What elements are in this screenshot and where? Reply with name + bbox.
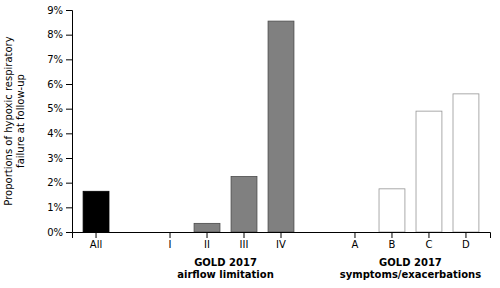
y-tick-mark bbox=[66, 10, 72, 11]
x-tick: II bbox=[204, 232, 210, 250]
y-axis: 0% 1% 2% 3% 4% 5% 6% 7% 8% 9% bbox=[47, 5, 72, 238]
y-tick-label: 1% bbox=[47, 202, 63, 213]
y-tick-label: 4% bbox=[47, 128, 63, 139]
y-tick: 4% bbox=[47, 128, 72, 139]
bar bbox=[231, 177, 257, 233]
y-tick: 5% bbox=[47, 103, 72, 114]
bar bbox=[379, 189, 405, 232]
chart: 0%1%2%3%4%5%6%7%8%9%AllIIIIIIIVABCDPropo… bbox=[0, 0, 500, 288]
x-tick-mark bbox=[281, 232, 282, 238]
y-tick-mark bbox=[66, 109, 72, 110]
y-tick-mark bbox=[66, 183, 72, 184]
bar bbox=[342, 232, 368, 233]
x-tick: All bbox=[90, 232, 102, 250]
x-tick-label: C bbox=[425, 239, 432, 250]
y-tick-label: 0% bbox=[47, 227, 63, 238]
y-tick: 0% bbox=[47, 227, 72, 238]
x-axis: AllIIIIIIIVABCD bbox=[73, 232, 491, 250]
x-tick: I bbox=[169, 232, 172, 250]
y-tick-mark bbox=[66, 133, 72, 134]
x-tick-mark bbox=[96, 232, 97, 238]
y-tick-label: 3% bbox=[47, 153, 63, 164]
y-tick: 3% bbox=[47, 153, 72, 164]
x-axis-line bbox=[73, 233, 491, 239]
bars bbox=[83, 21, 479, 232]
x-tick-label: I bbox=[169, 239, 172, 250]
y-tick: 6% bbox=[47, 79, 72, 90]
bar bbox=[268, 21, 294, 232]
y-tick-label: 6% bbox=[47, 79, 63, 90]
x-tick-mark bbox=[465, 232, 466, 238]
y-tick: 2% bbox=[47, 177, 72, 188]
y-tick-label: 8% bbox=[47, 29, 63, 40]
x-tick-label: B bbox=[389, 239, 396, 250]
x-tick-label: All bbox=[90, 239, 102, 250]
bar bbox=[194, 223, 220, 232]
y-tick-label: 7% bbox=[47, 54, 63, 65]
y-tick-mark bbox=[66, 84, 72, 85]
plot: 0%1%2%3%4%5%6%7%8%9%AllIIIIIIIVABCDPropo… bbox=[3, 5, 491, 280]
y-axis-line bbox=[66, 11, 73, 233]
x-tick-mark bbox=[207, 232, 208, 238]
y-tick-mark bbox=[66, 232, 72, 233]
x-tick: IV bbox=[276, 232, 286, 250]
x-tick: D bbox=[462, 232, 470, 250]
y-tick-mark bbox=[66, 158, 72, 159]
x-tick-mark bbox=[428, 232, 429, 238]
x-tick: C bbox=[425, 232, 432, 250]
x-tick: III bbox=[240, 232, 249, 250]
bar bbox=[83, 191, 109, 232]
x-tick-mark bbox=[170, 232, 171, 238]
x-tick: B bbox=[389, 232, 396, 250]
bar bbox=[416, 111, 442, 232]
bar bbox=[453, 94, 479, 232]
y-tick-label: 5% bbox=[47, 103, 63, 114]
x-tick-label: A bbox=[352, 239, 359, 250]
y-tick-mark bbox=[66, 35, 72, 36]
y-tick: 8% bbox=[47, 29, 72, 40]
y-tick-mark bbox=[66, 59, 72, 60]
y-axis-title: Proportions of hypoxic respiratoryfailur… bbox=[3, 36, 26, 205]
x-tick-label: IV bbox=[276, 239, 286, 250]
x-tick-label: II bbox=[204, 239, 210, 250]
y-tick-label: 9% bbox=[47, 5, 63, 16]
x-tick-label: D bbox=[462, 239, 470, 250]
x-tick-mark bbox=[391, 232, 392, 238]
x-tick: A bbox=[352, 232, 359, 250]
group-label: GOLD 2017airflow limitation bbox=[177, 257, 274, 280]
x-tick-label: III bbox=[240, 239, 249, 250]
y-tick-mark bbox=[66, 207, 72, 208]
x-tick-mark bbox=[244, 232, 245, 238]
group-label: GOLD 2017symptoms/exacerbations bbox=[340, 257, 481, 280]
y-tick-label: 2% bbox=[47, 177, 63, 188]
y-tick: 1% bbox=[47, 202, 72, 213]
bar bbox=[157, 232, 183, 233]
x-tick-mark bbox=[354, 232, 355, 238]
y-tick: 9% bbox=[47, 5, 72, 16]
y-tick: 7% bbox=[47, 54, 72, 65]
